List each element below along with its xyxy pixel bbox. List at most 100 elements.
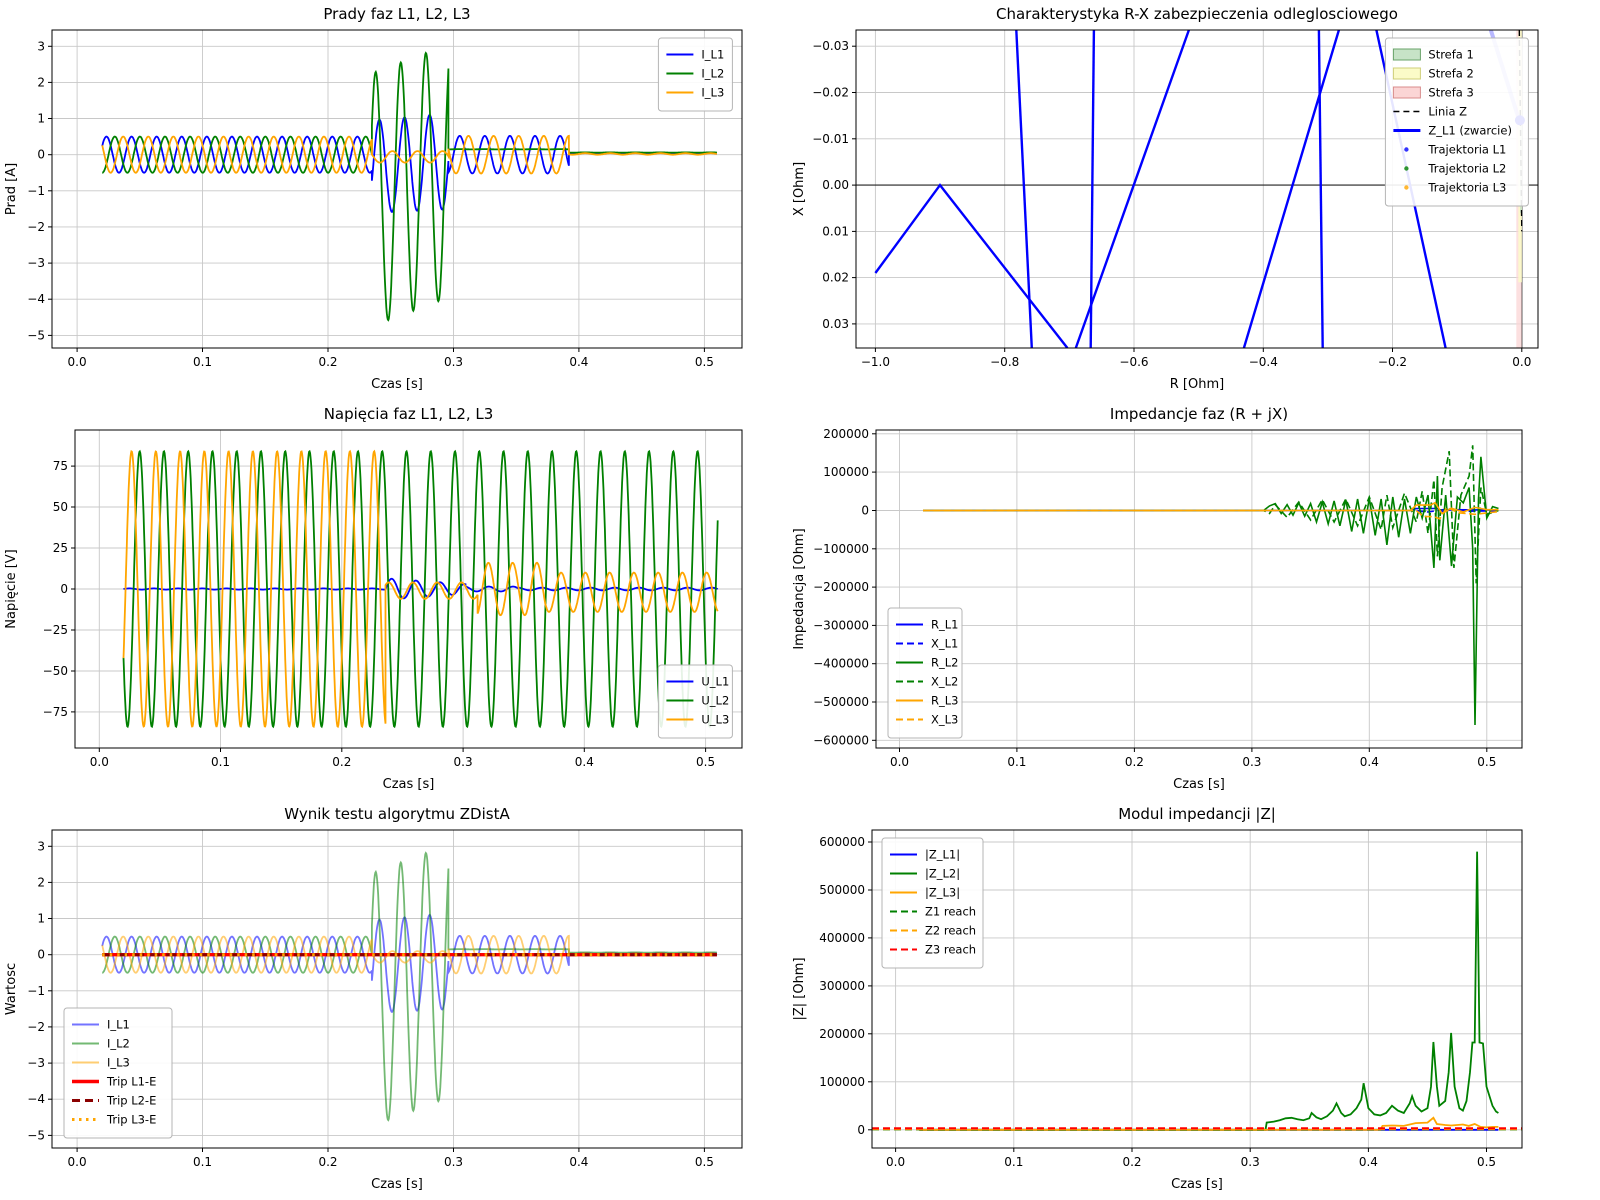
svg-text:0.4: 0.4: [569, 355, 588, 369]
svg-text:−1.0: −1.0: [861, 355, 890, 369]
svg-text:75: 75: [53, 459, 68, 473]
svg-text:−0.01: −0.01: [812, 132, 849, 146]
series-zl1-f: [1317, 30, 1324, 348]
svg-text:−0.03: −0.03: [812, 39, 849, 53]
legend-label: Trip L3-E: [106, 1113, 156, 1127]
chart-title: Napięcia faz L1, L2, L3: [324, 405, 494, 423]
svg-text:0: 0: [37, 148, 45, 162]
svg-text:1: 1: [37, 112, 45, 126]
chart-title: Modul impedancji |Z|: [1118, 805, 1276, 823]
svg-text:−4: −4: [27, 292, 45, 306]
svg-text:−3: −3: [27, 1056, 45, 1070]
legend-label: I_L1: [107, 1018, 130, 1032]
y-axis-label: |Z| [Ohm]: [792, 957, 807, 1020]
y-axis-label: X [Ohm]: [792, 162, 807, 216]
svg-text:0.3: 0.3: [454, 755, 473, 769]
legend: R_L1 X_L1 R_L2 X_L2 R_L3 X_L3: [887, 607, 963, 739]
series-zl1-e: [1242, 30, 1341, 348]
series-group: [101, 51, 718, 322]
svg-text:−50: −50: [43, 664, 68, 678]
svg-text:−3: −3: [27, 256, 45, 270]
svg-text:−75: −75: [43, 705, 68, 719]
series-zl1-b: [1015, 30, 1033, 348]
legend-label: Trajektoria L3: [1427, 181, 1506, 195]
legend: U_L1 U_L2 U_L3: [657, 664, 733, 739]
series-I_L3: [101, 134, 717, 175]
series-|Z_L2|: [919, 851, 1499, 1131]
series-I_L2: [102, 51, 717, 322]
svg-text:−200000: −200000: [813, 580, 869, 594]
svg-text:0.0: 0.0: [1512, 355, 1531, 369]
svg-text:−0.4: −0.4: [1249, 355, 1278, 369]
legend-label: Trajektoria L2: [1427, 162, 1506, 176]
y-axis-label: Impedancja [Ohm]: [792, 528, 807, 649]
svg-text:0: 0: [37, 948, 45, 962]
y-axis-label: Prad [A]: [4, 163, 19, 215]
chart-title: Charakterystyka R-X zabezpieczenia odleg…: [996, 5, 1398, 23]
svg-text:500000: 500000: [819, 883, 865, 897]
series-zl1-a: [874, 183, 1069, 348]
x-axis-label: Czas [s]: [371, 1177, 423, 1192]
y-axis-label: Napięcie [V]: [4, 549, 19, 628]
series-zl1-c: [1089, 30, 1096, 348]
svg-text:−0.8: −0.8: [990, 355, 1019, 369]
svg-text:0: 0: [60, 582, 68, 596]
chart-title: Prady faz L1, L2, L3: [323, 5, 470, 23]
legend: |Z_L1| |Z_L2| |Z_L3| Z1 reach Z2 reach Z3 rea…: [881, 837, 984, 969]
chart-svg-modul-impedancji: 0.0 0.1 0.2 0.3 0.4 0.5 600000 500000 400000 3000…: [788, 800, 1600, 1200]
chart-svg-wynik-testu-zdista: 0.0 0.1 0.2 0.3 0.4 0.5 3 2 1 0 −1 −2 −3 −4 −5 Wynik te…: [0, 800, 788, 1200]
svg-text:−400000: −400000: [813, 657, 869, 671]
svg-text:−4: −4: [27, 1092, 45, 1106]
svg-text:0.3: 0.3: [1241, 1155, 1260, 1169]
svg-text:−500000: −500000: [813, 695, 869, 709]
svg-text:600000: 600000: [819, 835, 865, 849]
legend-label: R_L2: [931, 656, 958, 670]
legend-label: |Z_L2|: [925, 867, 960, 881]
y-axis: 3 2 1 0 −1 −2 −3 −4 −5: [27, 839, 52, 1142]
svg-text:−0.2: −0.2: [1378, 355, 1407, 369]
svg-text:−2: −2: [27, 1020, 45, 1034]
chart-napiecia-faz: 0.0 0.1 0.2 0.3 0.4 0.5 75 50 25 0 −25 −50 −75 Napięc…: [0, 400, 788, 800]
svg-text:0.4: 0.4: [575, 755, 594, 769]
legend-label: I_L1: [701, 48, 724, 62]
svg-text:0.2: 0.2: [332, 755, 351, 769]
axes-frame: [51, 829, 743, 1149]
svg-text:25: 25: [53, 541, 68, 555]
legend-label: X_L1: [931, 637, 958, 651]
legend-label: Trip L2-E: [106, 1094, 156, 1108]
series-group: [101, 851, 718, 1122]
chart-title: Impedancje faz (R + jX): [1110, 405, 1288, 423]
legend-label: Linia Z: [1428, 105, 1467, 119]
chart-svg-charakterystyka-rx: −1.0 −0.8 −0.6 −0.4 −0.2 0.0 −0.03 −0.02 −0.01 0.…: [788, 0, 1600, 400]
svg-text:0.5: 0.5: [1477, 755, 1496, 769]
axes-frame: [875, 429, 1523, 749]
axes-frame: [855, 29, 1539, 349]
svg-text:0.1: 0.1: [1007, 755, 1026, 769]
legend-label: U_L2: [701, 694, 729, 708]
svg-text:0.0: 0.0: [886, 1155, 905, 1169]
y-axis: 75 50 25 0 −25 −50 −75: [43, 459, 75, 719]
svg-text:0.4: 0.4: [1360, 755, 1379, 769]
legend-label: Strefa 2: [1428, 67, 1473, 81]
x-axis: −1.0 −0.8 −0.6 −0.4 −0.2 0.0: [861, 348, 1531, 369]
legend-label: I_L2: [107, 1037, 130, 1051]
x-axis-label: Czas [s]: [371, 377, 423, 392]
legend-label: I_L3: [107, 1056, 130, 1070]
svg-text:0.4: 0.4: [1359, 1155, 1378, 1169]
series-group: [122, 449, 719, 729]
svg-text:100000: 100000: [819, 1075, 865, 1089]
series-U_L2: [122, 449, 719, 729]
legend-label: R_L3: [931, 694, 958, 708]
legend-label: |Z_L3|: [925, 886, 960, 900]
grid: [876, 430, 1522, 748]
svg-text:0.3: 0.3: [1242, 755, 1261, 769]
svg-text:50: 50: [53, 500, 68, 514]
svg-text:0.00: 0.00: [822, 178, 849, 192]
x-axis: 0.0 0.1 0.2 0.3 0.4 0.5: [886, 1148, 1496, 1169]
legend-label: Strefa 3: [1428, 86, 1473, 100]
svg-text:0.01: 0.01: [822, 224, 849, 238]
svg-text:200000: 200000: [823, 427, 869, 441]
x-axis: 0.0 0.1 0.2 0.3 0.4 0.5: [90, 748, 715, 769]
legend-label: Z2 reach: [925, 924, 976, 938]
svg-text:0.0: 0.0: [890, 755, 909, 769]
